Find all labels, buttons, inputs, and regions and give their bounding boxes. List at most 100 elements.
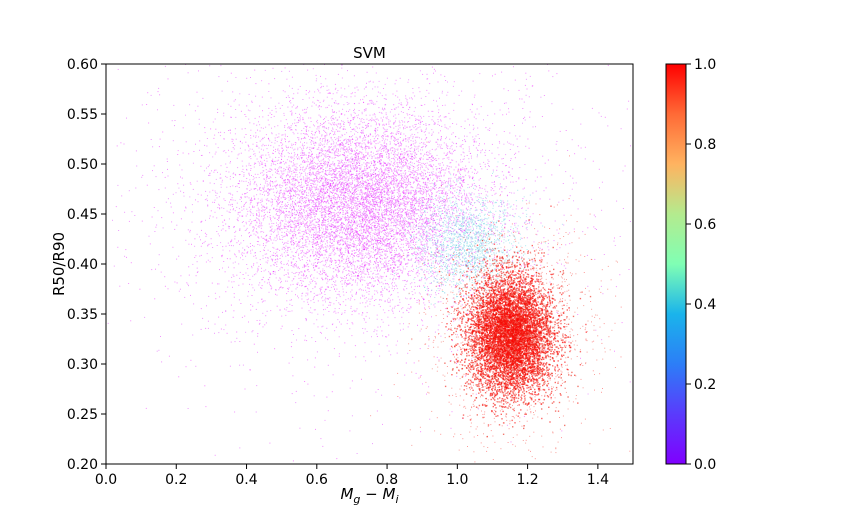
data-point [199,255,201,257]
data-point [357,181,359,183]
data-point [214,454,216,456]
data-point [369,114,371,116]
data-point [287,171,289,173]
data-point [491,307,493,309]
data-point [375,183,377,184]
data-point [332,112,334,113]
data-point [387,136,389,138]
data-point [501,158,503,160]
data-point [239,447,241,449]
data-point [453,109,455,111]
data-point [389,231,391,233]
data-point [371,218,373,220]
data-point [438,195,440,197]
data-point [357,238,359,240]
data-point [337,187,339,189]
data-point [323,127,325,129]
data-point [397,164,399,166]
data-point [334,169,336,171]
data-point [366,183,368,185]
data-point [320,106,322,108]
data-point [404,189,406,191]
data-point [352,272,354,273]
data-point [243,240,245,242]
data-point [348,161,350,163]
data-point [389,228,391,230]
data-point [488,150,490,151]
data-point [249,184,251,186]
data-point [382,173,384,175]
data-point [261,157,262,159]
data-point [400,270,402,272]
data-point [370,208,372,210]
data-point [263,215,265,217]
data-point [280,191,282,193]
data-point [332,127,333,129]
data-point [395,231,397,233]
data-point [282,41,283,42]
data-point [376,167,378,169]
data-point [434,123,436,125]
data-point [407,216,409,218]
data-point [258,215,260,217]
data-point [430,165,432,167]
data-point [271,169,273,171]
data-point [350,115,352,117]
data-point [202,242,203,244]
data-point [368,135,370,137]
data-point [324,141,326,143]
data-point [321,223,322,225]
data-point [338,140,340,142]
data-point [284,226,286,228]
data-point [344,215,346,217]
data-point [407,121,409,123]
data-point [327,258,329,260]
data-point [338,162,339,164]
data-point [269,168,271,170]
data-point [531,221,533,223]
data-point [368,193,370,195]
data-point [216,217,218,219]
data-point [363,109,365,111]
data-point [172,193,174,195]
data-point [287,127,289,129]
data-point [485,197,487,199]
data-point [426,243,428,245]
data-point [365,210,367,212]
data-point [326,225,328,227]
data-point [392,164,394,166]
data-point [286,234,288,236]
data-point [372,173,374,175]
data-point [381,120,383,122]
data-point [423,302,425,304]
data-point [406,266,408,268]
data-point [467,313,469,315]
data-point [300,214,302,216]
data-point [180,275,182,277]
data-point [327,278,329,280]
data-point [452,317,454,319]
data-point [400,260,402,262]
data-point [321,155,323,157]
data-point [295,179,297,181]
data-point [387,268,389,270]
data-point [266,190,267,192]
data-point [341,193,343,194]
data-point [351,181,353,183]
data-point [365,124,367,126]
data-point [366,192,368,194]
data-point [255,146,257,147]
data-point [347,251,349,253]
data-point [412,207,414,209]
data-point [366,312,368,314]
data-point [523,416,525,417]
data-point [276,214,278,216]
data-point [320,205,322,207]
data-point [244,315,246,317]
data-point [255,234,257,236]
data-point [238,240,239,242]
data-point [349,235,350,237]
data-point [407,249,409,251]
data-point [361,226,363,228]
data-point [213,171,215,173]
